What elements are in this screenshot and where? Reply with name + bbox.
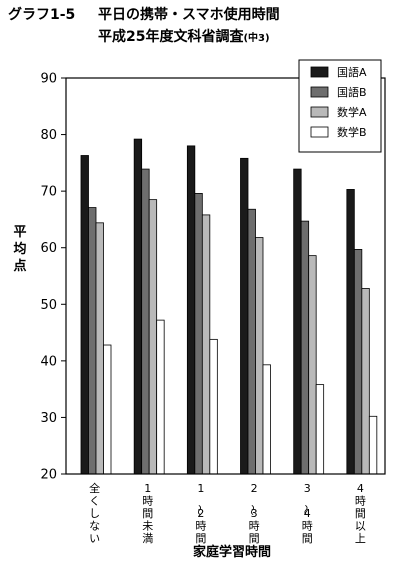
- x-tick-char: 間: [142, 507, 153, 520]
- y-axis: 20 30 40 50 60 70 80 90: [40, 72, 66, 483]
- bar-4-5: [315, 384, 325, 475]
- x-tick-char: 間: [249, 532, 260, 545]
- bars: [80, 138, 378, 475]
- chart-title: 平日の携帯・スマホ使用時間: [98, 7, 280, 23]
- x-tick-char: 2: [251, 482, 258, 495]
- x-tick-char: 以: [355, 520, 366, 533]
- bar-1-2: [133, 138, 143, 475]
- bar-1-1: [80, 155, 89, 475]
- y-axis-title-char: 平: [13, 225, 26, 240]
- y-tick-label: 20: [40, 468, 57, 483]
- x-tick-label: 2 〜3 時間: [246, 482, 260, 545]
- x-tick-label: 3 〜4 時間: [299, 482, 313, 545]
- figure-number: グラフ1-5: [8, 7, 76, 23]
- y-axis-title-char: 均: [13, 241, 26, 257]
- x-tick-char: 〜: [192, 505, 205, 516]
- y-tick-label: 50: [40, 298, 57, 313]
- legend-entry: 国語A: [337, 65, 367, 79]
- bar-3-3: [201, 214, 211, 475]
- legend-entry: 国語B: [337, 85, 367, 99]
- bar-2-2: [141, 168, 150, 475]
- x-tick-char: 全: [89, 481, 100, 495]
- legend-entry: 数学B: [337, 125, 367, 139]
- bar-3-1: [95, 222, 104, 475]
- x-tick-char: 1: [197, 482, 204, 495]
- chart-subtitle-note: (中3): [243, 33, 270, 44]
- bar-3-6: [361, 288, 370, 475]
- x-axis-title: 家庭学習時間: [193, 544, 271, 560]
- x-tick-char: く: [89, 495, 100, 508]
- x-tick-char: 2: [197, 507, 204, 520]
- plot-frame: [65, 77, 386, 475]
- x-tick-char: 1: [144, 482, 151, 495]
- y-tick-label: 70: [40, 185, 57, 200]
- bar-2-6: [353, 249, 363, 475]
- y-tick-label: 30: [40, 411, 57, 426]
- bar-3-2: [148, 199, 158, 475]
- y-tick-label: 60: [40, 241, 57, 256]
- y-tick-label: 90: [40, 72, 57, 87]
- x-tick-char: 上: [355, 532, 366, 545]
- bar-1-3: [186, 145, 196, 475]
- x-tick-char: 間: [355, 507, 366, 520]
- chart-subtitle-text: 平成25年度文科省調査: [98, 29, 244, 45]
- legend-entry: 数学A: [337, 105, 367, 119]
- x-tick-char: 間: [302, 532, 313, 545]
- legend-swatch: [310, 66, 329, 78]
- x-tick-char: 満: [142, 532, 153, 545]
- bar-3-5: [308, 255, 317, 475]
- chart-subtitle: 平成25年度文科省調査(中3): [98, 26, 270, 46]
- x-tick-char: 時: [142, 495, 153, 508]
- bar-2-4: [247, 208, 256, 475]
- legend: 国語A 国語B 数学A 数学B: [298, 59, 382, 153]
- y-tick-label: 80: [40, 128, 57, 143]
- bar-4-2: [156, 319, 165, 475]
- x-tick-char: い: [89, 532, 100, 545]
- x-tick-char: 時: [249, 520, 260, 533]
- x-tick-label: 1 時間未満: [142, 482, 153, 545]
- bar-2-5: [300, 220, 310, 475]
- x-tick-char: な: [89, 520, 100, 533]
- x-tick-char: し: [89, 507, 100, 520]
- legend-swatch: [310, 86, 329, 98]
- y-axis-title-text: 平均点: [13, 225, 26, 274]
- x-tick-char: 〜: [246, 505, 259, 516]
- x-tick-label: 1 〜2 時間: [192, 482, 206, 545]
- x-tick-char: 3: [304, 482, 311, 495]
- y-axis-title-char: 点: [13, 258, 26, 274]
- bar-4-4: [262, 364, 271, 475]
- x-tick-label: 4 時間以上: [355, 482, 366, 545]
- x-tick-char: 間: [195, 532, 206, 545]
- x-tick-char: 時: [302, 520, 313, 533]
- bar-2-3: [194, 193, 203, 475]
- x-tick-char: 時: [355, 495, 366, 508]
- bar-4-1: [103, 344, 112, 475]
- x-tick-char: 4: [304, 507, 311, 520]
- bar-1-5: [293, 168, 302, 475]
- x-tick-label: 全くしない: [89, 481, 100, 545]
- y-axis-title: 平均点: [13, 225, 26, 274]
- bar-1-4: [240, 157, 249, 475]
- bar-3-4: [255, 237, 264, 475]
- legend-swatch: [310, 126, 329, 138]
- bar-4-3: [209, 338, 218, 475]
- x-tick-char: 4: [357, 482, 364, 495]
- x-tick-char: 未: [142, 520, 153, 533]
- x-tick-char: 3: [251, 507, 258, 520]
- legend-swatch: [310, 106, 329, 118]
- x-tick-char: 時: [195, 520, 206, 533]
- x-tick-char: 〜: [299, 505, 312, 516]
- bar-2-1: [88, 207, 97, 475]
- bar-4-6: [368, 415, 378, 475]
- bar-1-6: [346, 189, 355, 475]
- y-tick-label: 40: [40, 354, 57, 369]
